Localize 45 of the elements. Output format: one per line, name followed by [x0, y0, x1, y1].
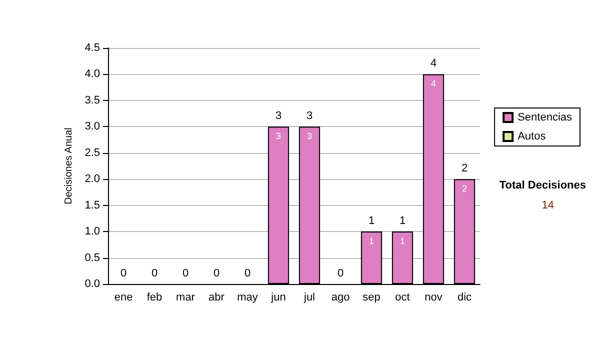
total-label: 0 — [213, 268, 220, 280]
total-label: 0 — [182, 268, 189, 280]
y-tick-label: 0.0 — [84, 278, 100, 290]
x-tick-label: ene — [114, 292, 133, 304]
x-tick-label: feb — [146, 292, 162, 304]
data-label: 4 — [430, 78, 436, 89]
x-tick-label: may — [237, 292, 258, 304]
x-tick-label: abr — [208, 292, 225, 304]
y-tick-label: 3.0 — [84, 120, 100, 133]
y-tick-label: 1.5 — [84, 199, 100, 212]
total-label: 3 — [306, 110, 313, 122]
x-tick-label: ago — [331, 292, 350, 304]
x-tick-label: oct — [395, 292, 410, 304]
y-tick-label: 4.5 — [84, 42, 100, 54]
x-tick-label: mar — [176, 292, 196, 304]
total-label: 2 — [461, 162, 468, 175]
x-tick-label: jun — [270, 292, 286, 304]
y-axis-title: Decisiones Anual — [63, 128, 74, 204]
total-label: 0 — [244, 268, 251, 280]
y-tick-label: 1.0 — [84, 226, 100, 238]
x-tick-label: sep — [362, 292, 380, 304]
text: 14 — [542, 200, 554, 212]
total-label: 0 — [120, 268, 127, 280]
y-tick-label: 2.5 — [84, 146, 100, 159]
text: Total Decisiones — [499, 180, 586, 192]
y-tick-label: 4.0 — [84, 68, 100, 80]
data-label: 3 — [306, 131, 312, 142]
total-label: 3 — [275, 110, 282, 122]
legend-label: Sentencias — [518, 112, 572, 124]
total-label: 1 — [399, 215, 406, 228]
data-label: 1 — [368, 236, 374, 246]
y-tick-label: 3.5 — [84, 94, 100, 106]
x-tick-label: nov — [424, 292, 443, 304]
y-tick-label: 2.0 — [84, 173, 100, 186]
data-label: 2 — [462, 184, 468, 194]
total-label: 0 — [151, 268, 158, 280]
total-label: 4 — [430, 58, 437, 70]
total-label: 1 — [368, 215, 375, 228]
x-tick-label: dic — [457, 292, 472, 304]
legend-label: Autos — [518, 130, 546, 142]
x-tick-label: jul — [302, 292, 316, 304]
y-tick-label: 0.5 — [84, 252, 100, 264]
total-label: 0 — [337, 268, 344, 280]
data-label: 3 — [276, 131, 282, 142]
data-label: 1 — [400, 236, 406, 246]
